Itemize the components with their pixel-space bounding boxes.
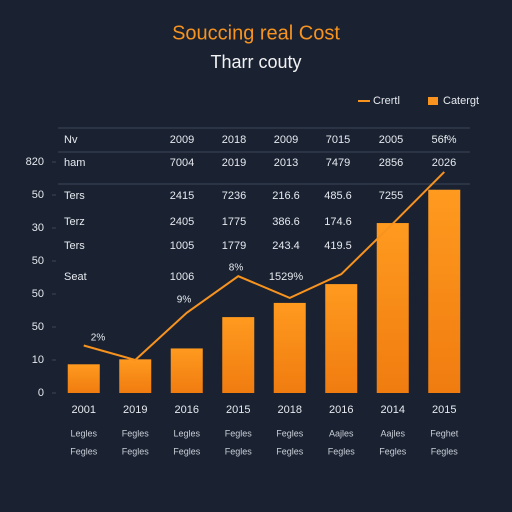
x-tick-label: 2001 bbox=[72, 404, 96, 416]
x-sublabel: Fegles bbox=[225, 446, 253, 456]
x-tick-label: 2015 bbox=[226, 404, 250, 416]
bar bbox=[67, 364, 100, 393]
table-cell: 7015 bbox=[326, 134, 350, 146]
table-cell: Seat bbox=[64, 271, 87, 283]
y-tick-label: 820 bbox=[26, 156, 44, 168]
table-cell: 2026 bbox=[432, 157, 456, 169]
legend-label: Catergt bbox=[443, 95, 479, 107]
bar bbox=[325, 284, 358, 393]
x-sublabel: Legles bbox=[70, 428, 97, 438]
table-cell: 2013 bbox=[274, 157, 298, 169]
table-cell: 2019 bbox=[222, 157, 246, 169]
x-sublabel: Fegles bbox=[431, 446, 459, 456]
table-cell: 7004 bbox=[170, 157, 194, 169]
table-cell: 1529% bbox=[269, 271, 303, 283]
y-tick-label: 50 bbox=[32, 255, 44, 267]
x-sublabel: Fegles bbox=[122, 428, 150, 438]
y-tick-label: 0 bbox=[38, 387, 44, 399]
table-cell: 2009 bbox=[170, 134, 194, 146]
bar bbox=[376, 223, 409, 393]
x-sublabel: Fegles bbox=[328, 446, 356, 456]
y-tick-label: 50 bbox=[32, 288, 44, 300]
table-cell: 2018 bbox=[222, 134, 246, 146]
table-cell: 7255 bbox=[379, 190, 403, 202]
table-cell: 216.6 bbox=[272, 190, 300, 202]
table-cell: 2005 bbox=[379, 134, 403, 146]
table-cell: 2856 bbox=[379, 157, 403, 169]
bar bbox=[119, 359, 152, 393]
annotation: 2% bbox=[91, 333, 106, 344]
bar bbox=[273, 302, 306, 393]
x-tick-label: 2018 bbox=[278, 404, 302, 416]
x-sublabel: Fegles bbox=[276, 446, 304, 456]
table-cell: 2009 bbox=[274, 134, 298, 146]
y-tick-label: 30 bbox=[32, 222, 44, 234]
table-cell: 56f% bbox=[431, 134, 456, 146]
bar bbox=[428, 189, 461, 393]
x-sublabel: Fegles bbox=[276, 428, 304, 438]
x-sublabel: Fegles bbox=[173, 446, 201, 456]
table-cell: Nv bbox=[64, 134, 78, 146]
x-sublabel: Aajles bbox=[380, 428, 405, 438]
table-cell: Terz bbox=[64, 216, 85, 228]
table-cell: 485.6 bbox=[324, 190, 352, 202]
table-cell: Ters bbox=[64, 240, 85, 252]
x-sublabel: Fegles bbox=[122, 446, 150, 456]
table-cell: 386.6 bbox=[272, 216, 300, 228]
table-cell: Ters bbox=[64, 190, 85, 202]
x-sublabel: Fegles bbox=[379, 446, 407, 456]
table-cell: 1779 bbox=[222, 240, 246, 252]
table-cell: ham bbox=[64, 157, 85, 169]
x-sublabel: Legles bbox=[173, 428, 200, 438]
line bbox=[83, 171, 445, 362]
x-tick-label: 2019 bbox=[123, 404, 147, 416]
x-sublabel: Fegles bbox=[225, 428, 253, 438]
legend-label: Crertl bbox=[373, 95, 400, 107]
chart-subtitle: Tharr couty bbox=[210, 52, 301, 72]
table-cell: 1006 bbox=[170, 271, 194, 283]
x-tick-label: 2016 bbox=[329, 404, 353, 416]
y-tick-label: 10 bbox=[32, 354, 44, 366]
table-cell: 2405 bbox=[170, 216, 194, 228]
annotation: 9% bbox=[177, 295, 192, 306]
x-tick-label: 2016 bbox=[175, 404, 199, 416]
y-tick-label: 50 bbox=[32, 321, 44, 333]
x-sublabel: Feghet bbox=[430, 428, 459, 438]
x-sublabel: Fegles bbox=[70, 446, 98, 456]
x-sublabel: Aajles bbox=[329, 428, 354, 438]
table-cell: 1005 bbox=[170, 240, 194, 252]
annotation: 8% bbox=[229, 263, 244, 274]
x-tick-label: 2015 bbox=[432, 404, 456, 416]
table-cell: 243.4 bbox=[272, 240, 300, 252]
table-cell: 419.5 bbox=[324, 240, 352, 252]
legend-swatch bbox=[428, 97, 438, 105]
table-cell: 7479 bbox=[326, 157, 350, 169]
bar bbox=[170, 348, 203, 393]
table-cell: 174.6 bbox=[324, 216, 352, 228]
table-cell: 7236 bbox=[222, 190, 246, 202]
x-tick-label: 2014 bbox=[381, 404, 405, 416]
y-tick-label: 50 bbox=[32, 189, 44, 201]
bar bbox=[222, 317, 255, 393]
table-cell: 2415 bbox=[170, 190, 194, 202]
chart-title: Souccing real Cost bbox=[172, 22, 340, 44]
table-cell: 1775 bbox=[222, 216, 246, 228]
